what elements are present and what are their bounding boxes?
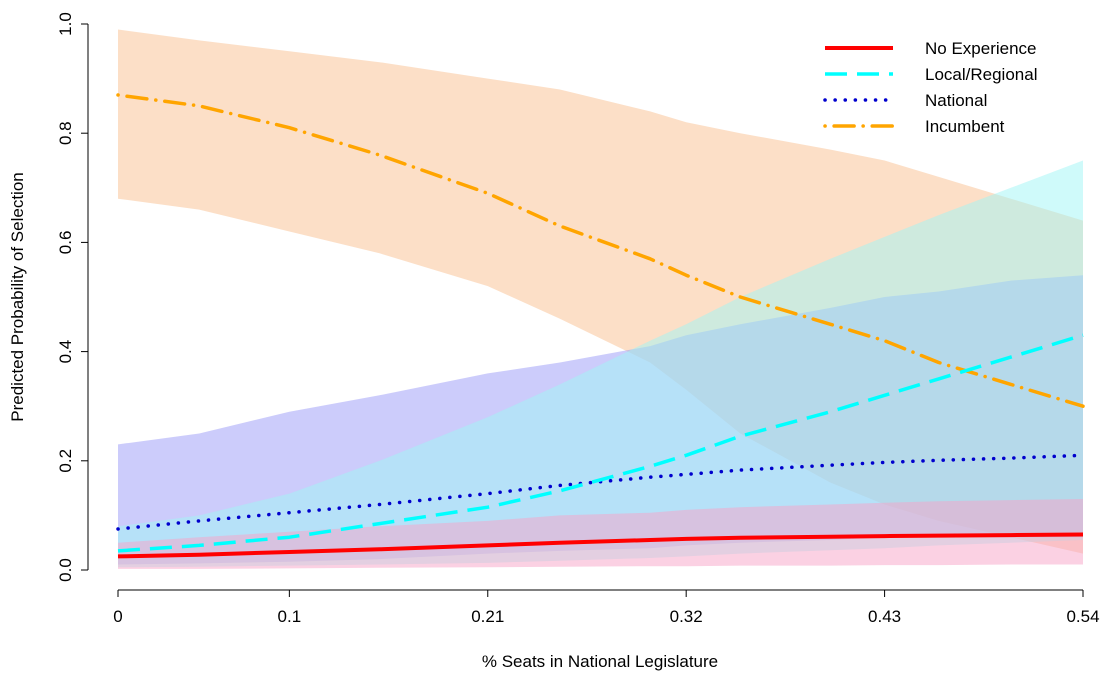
x-tick-label: 0.54	[1066, 607, 1099, 626]
x-tick-label: 0.43	[868, 607, 901, 626]
y-tick-label: 0.6	[56, 231, 75, 255]
legend: No Experience Local/Regional National Incum…	[823, 39, 1037, 136]
x-axis-label: % Seats in National Legislature	[482, 652, 718, 671]
legend-label-national: National	[925, 91, 987, 110]
series-lines	[116, 93, 1085, 559]
x-tick-label: 0.21	[471, 607, 504, 626]
x-tick-label: 0.1	[278, 607, 302, 626]
legend-label-no-experience: No Experience	[925, 39, 1037, 58]
x-tick-label: 0	[113, 607, 122, 626]
x-tick-label: 0.32	[670, 607, 703, 626]
y-tick-label: 0.0	[56, 558, 75, 582]
y-axis-label: Predicted Probability of Selection	[8, 172, 27, 421]
y-tick-label: 0.2	[56, 449, 75, 473]
y-ticks: 0.0 0.2 0.4 0.6 0.8 1.0	[56, 12, 88, 582]
legend-label-incumbent: Incumbent	[925, 117, 1005, 136]
axes: 0 0.1 0.21 0.32 0.43 0.54 0.00.20.40.60.81.0 …	[8, 12, 1100, 671]
legend-label-local-regional: Local/Regional	[925, 65, 1037, 84]
y-tick-label: 1.0	[56, 12, 75, 36]
line-incumbent	[116, 93, 1085, 408]
y-tick-label: 0.4	[56, 340, 75, 364]
line-no-experience	[117, 532, 1084, 559]
confidence-bands	[118, 29, 1083, 569]
x-ticks: 0 0.1 0.21 0.32 0.43 0.54	[113, 590, 1100, 626]
line-local-regional	[117, 333, 1084, 553]
y-tick-label: 0.8	[56, 121, 75, 145]
